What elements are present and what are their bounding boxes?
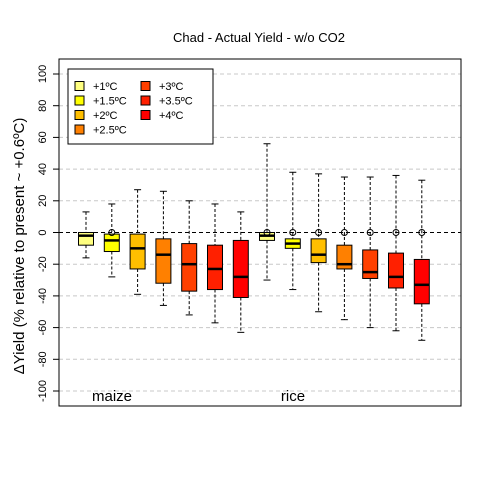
- legend-item: +4ºC: [140, 110, 184, 122]
- box-body: [129, 233, 146, 270]
- box-rice-3: [310, 173, 327, 313]
- legend-label: +3ºC: [159, 81, 184, 93]
- legend: +1ºC +1.5ºC +2ºC +2.5ºC +3ºC +3.5ºC +4ºC: [67, 68, 214, 145]
- legend-swatch: [140, 95, 151, 106]
- box-rice-2: [284, 171, 301, 291]
- box-body: [103, 233, 120, 253]
- plot-frame: [58, 58, 462, 407]
- y-tick-label: -20: [37, 256, 49, 272]
- y-tick-label: 40: [37, 163, 49, 175]
- box-body: [388, 252, 404, 289]
- group-labels: maize rice: [92, 388, 305, 405]
- box-maize-5: [181, 200, 198, 316]
- outlier-point: [340, 229, 348, 236]
- legend-item: +1ºC: [74, 81, 118, 93]
- box-body: [207, 244, 223, 291]
- box-rice-6: [388, 174, 404, 332]
- legend-label: +2.5ºC: [93, 125, 127, 137]
- legend-item: +1.5ºC: [74, 95, 127, 108]
- legend-label: +4ºC: [159, 110, 184, 122]
- y-tick-label: 20: [37, 195, 49, 207]
- y-tick-label: 60: [37, 131, 49, 143]
- legend-item: +2.5ºC: [74, 124, 127, 137]
- box-rice-7: [413, 179, 430, 341]
- legend-swatch: [74, 110, 85, 120]
- legend-label: +1.5ºC: [93, 96, 127, 108]
- box-rice-1: [259, 143, 275, 281]
- box-maize-3: [129, 189, 146, 295]
- chart-title: Chad - Actual Yield - w/o CO2: [173, 30, 345, 45]
- y-tick-label: 0: [37, 229, 49, 235]
- outlier-point: [392, 229, 400, 236]
- box-maize-1: [78, 211, 94, 259]
- y-tick-label: -100: [37, 380, 49, 402]
- legend-swatch: [140, 110, 151, 120]
- y-tick-label: -60: [37, 320, 49, 336]
- outlier-point: [315, 229, 323, 236]
- legend-label: +1ºC: [93, 81, 118, 93]
- outlier-point: [366, 229, 374, 236]
- box-body: [362, 249, 379, 279]
- box-maize-6: [207, 203, 223, 324]
- outlier-point: [418, 229, 426, 236]
- box-body: [310, 238, 327, 264]
- y-tick-label: -40: [37, 288, 49, 304]
- box-rice-4: [336, 176, 353, 321]
- box-rice-5: [362, 176, 379, 329]
- box-maize-4: [155, 190, 172, 306]
- legend-item: +3.5ºC: [140, 95, 193, 108]
- legend-swatch: [74, 124, 85, 135]
- y-tick-label: 80: [37, 100, 49, 112]
- legend-item: +2ºC: [74, 110, 118, 122]
- box-body: [232, 239, 249, 298]
- outlier-point: [108, 229, 116, 236]
- group-label-rice: rice: [281, 388, 305, 405]
- outlier-point: [289, 229, 297, 236]
- legend-swatch: [74, 81, 85, 91]
- legend-swatch: [140, 81, 151, 91]
- legend-label: +2ºC: [93, 110, 118, 122]
- y-tick-label: -80: [37, 351, 49, 367]
- box-maize-2: [103, 203, 120, 278]
- outlier-point: [263, 229, 271, 236]
- box-maize-7: [232, 211, 249, 333]
- box-body: [78, 232, 94, 246]
- legend-swatch: [74, 95, 85, 106]
- box-body: [413, 258, 430, 305]
- y-tick-label: 100: [37, 65, 49, 83]
- group-label-maize: maize: [92, 388, 132, 405]
- legend-label: +3.5ºC: [159, 96, 193, 108]
- y-axis-label: ΔYield (% relative to present ~ +0.6ºC): [11, 118, 28, 375]
- legend-item: +3ºC: [140, 81, 184, 93]
- box-series: [78, 143, 430, 341]
- box-body: [155, 238, 172, 284]
- y-axis: -100 -80 -60 -40 -20 0 20 40 60 80 100: [37, 65, 60, 402]
- box-body: [181, 243, 198, 292]
